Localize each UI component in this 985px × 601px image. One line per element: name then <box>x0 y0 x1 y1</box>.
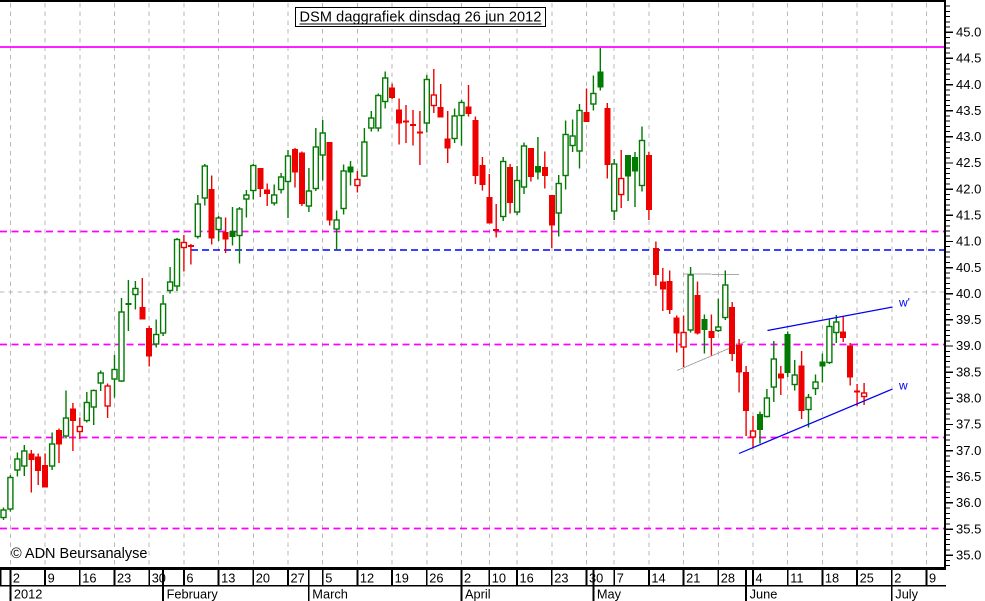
svg-text:9: 9 <box>48 571 55 586</box>
svg-text:39.0: 39.0 <box>956 338 981 353</box>
svg-text:38.0: 38.0 <box>956 391 981 406</box>
svg-text:26: 26 <box>429 571 443 586</box>
svg-text:10: 10 <box>492 571 506 586</box>
svg-text:2: 2 <box>13 571 20 586</box>
svg-text:43.5: 43.5 <box>956 103 981 118</box>
svg-text:6: 6 <box>186 571 193 586</box>
svg-text:4: 4 <box>756 571 763 586</box>
svg-text:23: 23 <box>117 571 131 586</box>
svg-text:13: 13 <box>221 571 235 586</box>
svg-text:27: 27 <box>291 571 305 586</box>
svg-text:2012: 2012 <box>14 587 42 601</box>
svg-text:45.0: 45.0 <box>956 25 981 40</box>
svg-text:28: 28 <box>721 571 735 586</box>
svg-text:41.5: 41.5 <box>956 208 981 223</box>
svg-text:16: 16 <box>82 571 96 586</box>
svg-text:20: 20 <box>256 571 270 586</box>
svg-text:40.0: 40.0 <box>956 286 981 301</box>
svg-text:42.0: 42.0 <box>956 181 981 196</box>
svg-text:© ADN Beursanalyse: © ADN Beursanalyse <box>11 546 147 562</box>
svg-text:12: 12 <box>360 571 374 586</box>
svg-text:36.5: 36.5 <box>956 469 981 484</box>
svg-text:w: w <box>898 379 908 393</box>
svg-text:19: 19 <box>395 571 409 586</box>
svg-text:37.5: 37.5 <box>956 417 981 432</box>
svg-text:March: March <box>312 587 348 601</box>
svg-text:30: 30 <box>589 571 603 586</box>
svg-text:36.0: 36.0 <box>956 495 981 510</box>
svg-text:23: 23 <box>554 571 568 586</box>
svg-text:41.0: 41.0 <box>956 234 981 249</box>
svg-text:9: 9 <box>929 571 936 586</box>
svg-text:44.0: 44.0 <box>956 77 981 92</box>
svg-text:16: 16 <box>520 571 534 586</box>
svg-text:25: 25 <box>860 571 874 586</box>
svg-text:July: July <box>895 587 918 601</box>
svg-text:21: 21 <box>686 571 700 586</box>
svg-text:42.5: 42.5 <box>956 155 981 170</box>
svg-text:35.0: 35.0 <box>956 547 981 562</box>
svg-text:11: 11 <box>790 571 803 586</box>
svg-text:35.5: 35.5 <box>956 521 981 536</box>
svg-text:February: February <box>167 587 219 601</box>
svg-text:40.5: 40.5 <box>956 260 981 275</box>
svg-text:44.5: 44.5 <box>956 51 981 66</box>
svg-text:May: May <box>597 587 622 601</box>
svg-text:7: 7 <box>617 571 624 586</box>
svg-text:5: 5 <box>325 571 332 586</box>
svg-text:April: April <box>465 587 491 601</box>
svg-text:43.0: 43.0 <box>956 129 981 144</box>
svg-text:June: June <box>750 587 778 601</box>
svg-text:14: 14 <box>651 571 665 586</box>
svg-text:DSM daggrafiek dinsdag 26 jun: DSM daggrafiek dinsdag 26 jun 2012 <box>300 10 542 26</box>
svg-text:2: 2 <box>464 571 471 586</box>
svg-text:38.5: 38.5 <box>956 364 981 379</box>
svg-text:2: 2 <box>894 571 901 586</box>
svg-text:w': w' <box>898 296 910 310</box>
svg-text:37.0: 37.0 <box>956 443 981 458</box>
svg-text:18: 18 <box>825 571 839 586</box>
svg-text:39.5: 39.5 <box>956 312 981 327</box>
